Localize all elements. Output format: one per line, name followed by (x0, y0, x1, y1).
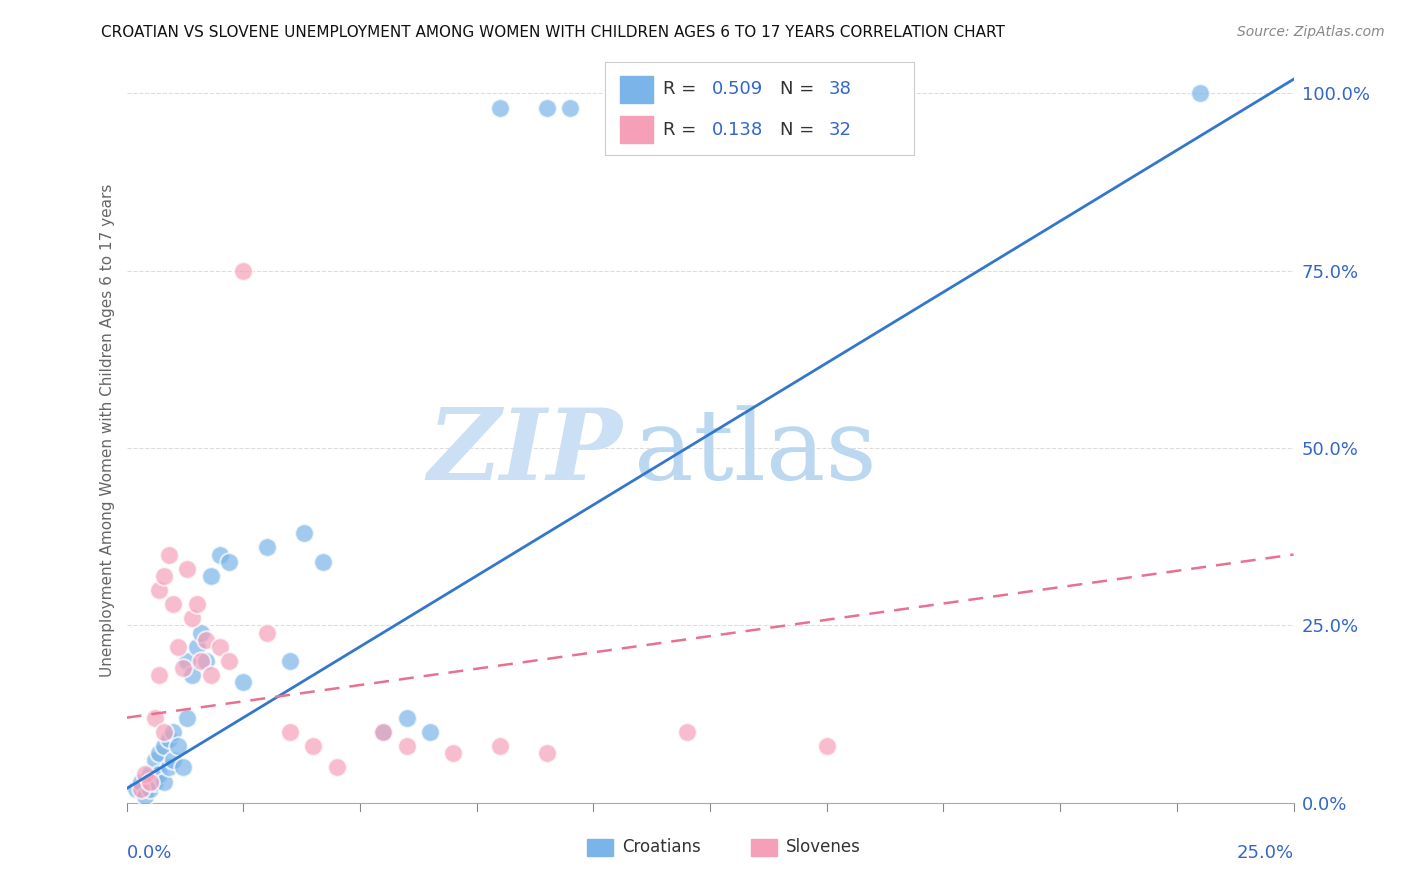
Point (311, 555, 333, 569)
Point (186, 640, 208, 654)
Point (153, 569, 176, 583)
Text: Croatians: Croatians (623, 838, 702, 856)
Text: N =: N = (780, 80, 820, 98)
Text: Slovenes: Slovenes (786, 838, 860, 856)
Point (256, 625, 278, 640)
Point (194, 654, 217, 668)
Point (153, 739, 176, 753)
Text: N =: N = (780, 120, 820, 138)
Point (232, 675, 254, 690)
Point (536, 101, 558, 115)
Point (292, 526, 315, 541)
Point (180, 668, 202, 682)
Point (143, 753, 166, 767)
Text: 0.138: 0.138 (713, 120, 763, 138)
Text: ZIP: ZIP (427, 404, 623, 501)
Text: 0.0%: 0.0% (127, 844, 172, 862)
Point (157, 760, 180, 774)
Point (157, 731, 180, 746)
Point (218, 654, 240, 668)
Point (256, 541, 278, 555)
Point (167, 739, 190, 753)
Point (139, 767, 162, 781)
Bar (620, 116, 652, 143)
Point (419, 724, 441, 739)
Text: 0.509: 0.509 (713, 80, 763, 98)
Point (302, 739, 325, 753)
Point (162, 597, 184, 611)
Point (139, 781, 162, 796)
Point (441, 746, 464, 760)
Y-axis label: Unemployment Among Women with Children Ages 6 to 17 years: Unemployment Among Women with Children A… (100, 184, 115, 677)
Point (157, 548, 180, 562)
Point (148, 668, 170, 682)
Point (139, 774, 162, 789)
Point (172, 760, 194, 774)
Point (200, 668, 222, 682)
Point (1189, 87, 1212, 101)
Point (125, 781, 148, 796)
Point (186, 597, 208, 611)
Text: 25.0%: 25.0% (1236, 844, 1294, 862)
Text: R =: R = (664, 80, 703, 98)
Bar (588, 839, 613, 855)
FancyBboxPatch shape (605, 62, 914, 155)
Point (129, 781, 152, 796)
Point (489, 101, 512, 115)
Point (373, 724, 395, 739)
Point (190, 625, 212, 640)
Point (176, 711, 198, 725)
Point (675, 724, 697, 739)
Point (278, 654, 301, 668)
Point (167, 640, 190, 654)
Point (232, 264, 254, 278)
Point (395, 739, 418, 753)
Text: atlas: atlas (634, 405, 877, 500)
Point (134, 767, 156, 781)
Point (148, 767, 170, 781)
Bar (751, 839, 776, 855)
Point (143, 774, 166, 789)
Text: Source: ZipAtlas.com: Source: ZipAtlas.com (1237, 25, 1385, 39)
Point (536, 746, 558, 760)
Point (148, 746, 170, 760)
Point (162, 753, 184, 767)
Point (208, 640, 231, 654)
Point (218, 555, 240, 569)
Point (129, 774, 152, 789)
Point (558, 101, 581, 115)
Point (153, 724, 176, 739)
Text: CROATIAN VS SLOVENE UNEMPLOYMENT AMONG WOMEN WITH CHILDREN AGES 6 TO 17 YEARS CO: CROATIAN VS SLOVENE UNEMPLOYMENT AMONG W… (101, 25, 1005, 40)
Text: 32: 32 (830, 120, 852, 138)
Point (143, 711, 166, 725)
Point (325, 760, 347, 774)
Point (180, 611, 202, 625)
Point (200, 569, 222, 583)
Point (395, 711, 418, 725)
Point (134, 789, 156, 803)
Bar (620, 76, 652, 103)
Point (194, 632, 217, 647)
Point (153, 774, 176, 789)
Point (489, 739, 512, 753)
Point (176, 562, 198, 576)
Text: R =: R = (664, 120, 703, 138)
Point (176, 654, 198, 668)
Point (815, 739, 838, 753)
Text: 38: 38 (830, 80, 852, 98)
Point (373, 724, 395, 739)
Point (148, 582, 170, 597)
Point (162, 724, 184, 739)
Point (190, 654, 212, 668)
Point (278, 724, 301, 739)
Point (208, 548, 231, 562)
Point (172, 661, 194, 675)
